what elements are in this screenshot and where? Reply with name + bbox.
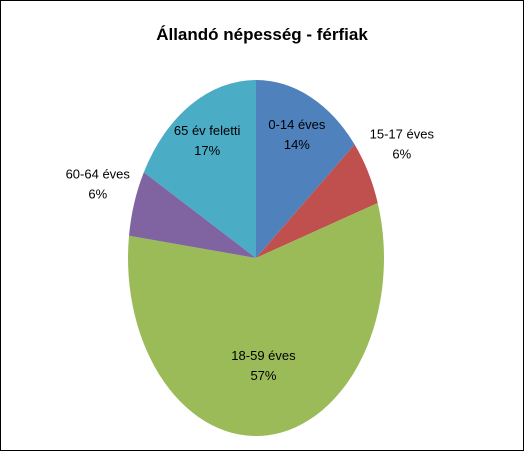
category-label: 15-17 éves <box>370 127 435 142</box>
data-label: 0-14 éves 14% <box>268 117 326 152</box>
pie-slice <box>129 172 256 258</box>
category-label: 0-14 éves <box>268 117 326 132</box>
data-label: 15-17 éves 6% <box>370 127 435 162</box>
pie-slice <box>128 202 384 436</box>
chart-title: Állandó népesség - férfiak <box>156 25 368 44</box>
pie-slice <box>143 80 256 258</box>
value-label: 14% <box>284 137 310 152</box>
data-label: 18-59 éves 57% <box>231 348 296 383</box>
category-label: 18-59 éves <box>231 348 296 363</box>
value-label: 6% <box>88 186 107 201</box>
category-label: 60-64 éves <box>66 166 131 181</box>
pie-slice <box>256 144 378 258</box>
data-label: 65 év feletti 17% <box>174 123 241 158</box>
value-label: 6% <box>392 147 411 162</box>
category-label: 65 év feletti <box>174 123 241 138</box>
pie-slice <box>256 80 355 258</box>
value-label: 17% <box>194 143 220 158</box>
value-label: 57% <box>250 368 276 383</box>
data-label: 60-64 éves 6% <box>66 166 131 201</box>
